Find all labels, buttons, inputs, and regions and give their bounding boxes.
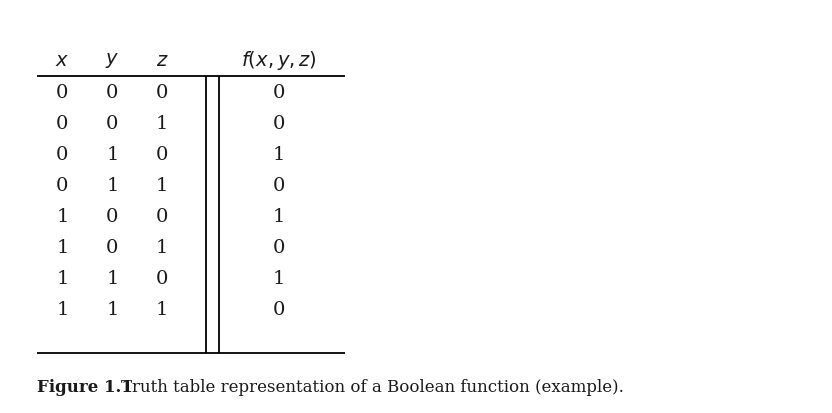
Text: 0: 0 (156, 208, 168, 226)
Text: 1: 1 (57, 239, 68, 257)
Text: 1: 1 (156, 301, 168, 319)
Text: $y$: $y$ (105, 50, 120, 69)
Text: 1: 1 (106, 146, 118, 164)
Text: 0: 0 (273, 115, 285, 133)
Text: 0: 0 (106, 84, 118, 102)
Text: 0: 0 (156, 270, 168, 288)
Text: 1: 1 (273, 146, 285, 164)
Text: 1: 1 (57, 301, 68, 319)
Text: 0: 0 (57, 115, 68, 133)
Text: 1: 1 (57, 208, 68, 226)
Text: 1: 1 (106, 301, 118, 319)
Text: 1: 1 (273, 208, 285, 226)
Text: 0: 0 (273, 177, 285, 195)
Text: 1: 1 (273, 270, 285, 288)
Text: 1: 1 (106, 177, 118, 195)
Text: 0: 0 (57, 146, 68, 164)
Text: 0: 0 (273, 84, 285, 102)
Text: Truth table representation of a Boolean function (example).: Truth table representation of a Boolean … (100, 377, 624, 395)
Text: 0: 0 (273, 301, 285, 319)
Text: 1: 1 (57, 270, 68, 288)
Text: 0: 0 (273, 239, 285, 257)
Text: 1: 1 (156, 177, 168, 195)
Text: 0: 0 (57, 177, 68, 195)
Text: 0: 0 (106, 115, 118, 133)
Text: 0: 0 (106, 239, 118, 257)
Text: Figure 1.1: Figure 1.1 (37, 377, 133, 395)
Text: 1: 1 (156, 239, 168, 257)
Text: 0: 0 (57, 84, 68, 102)
Text: 1: 1 (156, 115, 168, 133)
Text: 1: 1 (106, 270, 118, 288)
Text: $z$: $z$ (156, 50, 169, 69)
Text: $x$: $x$ (55, 50, 70, 69)
Text: 0: 0 (156, 84, 168, 102)
Text: $f(x, y, z)$: $f(x, y, z)$ (240, 48, 317, 71)
Text: 0: 0 (156, 146, 168, 164)
Text: 0: 0 (106, 208, 118, 226)
